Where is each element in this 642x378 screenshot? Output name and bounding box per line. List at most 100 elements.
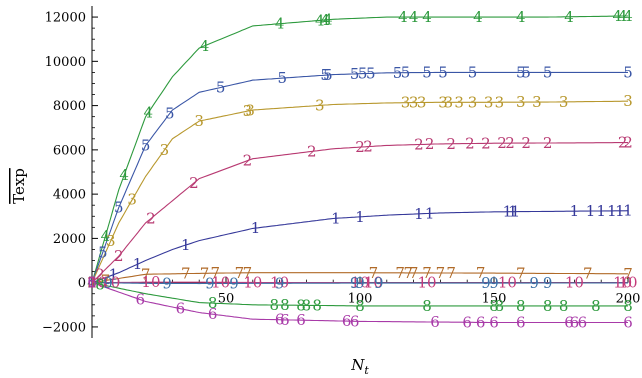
data-point-label-5: 5 [516,63,526,81]
data-point-label-3: 3 [106,232,116,250]
data-point-label-10: 10 [141,273,160,291]
data-point-label-8: 8 [269,296,279,314]
data-point-label-4: 4 [323,11,333,29]
data-point-label-10: 10 [618,274,637,292]
data-point-label-8: 8 [302,296,312,314]
data-point-label-7: 7 [476,264,486,282]
data-point-label-1: 1 [87,274,97,292]
data-point-label-5: 5 [468,63,478,81]
data-point-label-6: 6 [275,311,285,329]
y-tick-label: 0 [78,276,86,291]
data-point-label-5: 5 [216,78,226,96]
data-point-label-3: 3 [438,93,448,111]
data-point-label-9: 9 [350,274,360,292]
data-point-label-8: 8 [516,297,526,315]
data-point-label-7: 7 [436,264,446,282]
data-point-label-7: 7 [409,264,419,282]
data-point-label-1: 1 [181,236,191,254]
data-point-label-10: 10 [243,273,262,291]
data-point-label-1: 1 [425,204,435,222]
axis-titles: Texp Nt [10,168,369,377]
y-tick-label: −2000 [42,320,86,335]
y-tick-label: 2000 [53,232,86,247]
data-point-label-3: 3 [243,102,253,120]
y-tick-label: 8000 [53,99,86,114]
data-point-label-1: 1 [607,202,617,220]
data-point-label-7: 7 [369,264,379,282]
data-point-label-5: 5 [98,244,108,262]
data-point-label-1: 1 [331,209,341,227]
data-point-label-9: 9 [103,274,113,292]
data-point-label-1: 1 [623,202,633,220]
data-point-label-1: 1 [355,208,365,226]
data-point-label-5: 5 [623,63,633,81]
data-point-label-5: 5 [543,63,553,81]
data-point-label-2: 2 [623,134,633,152]
data-point-label-5: 5 [114,198,124,216]
data-point-label-3: 3 [409,94,419,112]
data-point-label-9: 9 [162,274,172,292]
data-point-label-1: 1 [503,203,513,221]
data-point-label-10: 10 [101,274,120,292]
data-point-label-6: 6 [135,291,145,309]
data-point-label-7: 7 [181,265,191,283]
data-point-label-4: 4 [422,8,432,26]
data-point-label-2: 2 [497,134,507,152]
data-point-label-5: 5 [278,69,288,87]
data-point-label-4: 4 [101,227,111,245]
series-lines [91,15,629,324]
data-point-label-10: 10 [565,274,584,292]
x-tick-label: 100 [348,292,373,307]
data-point-label-5: 5 [87,274,97,292]
data-point-label-2: 2 [414,136,424,154]
data-point-label-2: 2 [363,138,373,156]
data-point-label-10: 10 [350,274,369,292]
data-point-label-2: 2 [307,142,317,160]
data-point-label-1: 1 [109,266,119,284]
data-point-label-8: 8 [355,297,365,315]
axes: −2000 0 2000 4000 6000 8000 10000 12000 50 100 150… [42,6,640,338]
series-line-7 [91,272,628,284]
data-point-label-3: 3 [484,93,494,111]
data-point-label-8: 8 [489,297,499,315]
data-point-label-3: 3 [194,112,204,130]
data-point-label-9: 9 [374,274,384,292]
data-point-label-4: 4 [473,8,483,26]
data-point-label-3: 3 [444,93,454,111]
y-tick-label: 10000 [45,55,86,70]
data-point-label-3: 3 [495,93,505,111]
data-point-label-8: 8 [543,297,553,315]
data-point-label-2: 2 [543,134,553,152]
data-point-label-5: 5 [165,105,175,123]
data-point-label-1: 1 [508,203,518,221]
data-point-label-5: 5 [422,64,432,82]
data-point-label-8: 8 [495,297,505,315]
data-point-label-1: 1 [615,202,625,220]
data-point-label-4: 4 [564,8,574,26]
data-point-label-5: 5 [521,63,531,81]
data-point-label-10: 10 [613,274,632,292]
data-point-label-1: 1 [414,205,424,223]
series-line-8 [91,282,628,307]
data-point-label-9: 9 [489,274,499,292]
data-point-label-3: 3 [127,191,137,209]
data-point-label-8: 8 [591,297,601,315]
data-point-label-2: 2 [114,247,124,265]
data-point-label-3: 3 [245,102,255,120]
data-point-label-9: 9 [229,274,239,292]
data-point-label-6: 6 [350,312,360,330]
data-point-label-6: 6 [280,311,290,329]
data-point-label-3: 3 [532,93,542,111]
data-point-label-6: 6 [489,314,499,332]
data-point-label-1: 1 [586,202,596,220]
data-point-label-1: 1 [511,203,521,221]
series-line-4 [91,15,628,283]
data-point-label-8: 8 [280,296,290,314]
y-axis-label: Texp [10,168,28,204]
data-point-label-4: 4 [87,274,97,292]
y-tick-label: 4000 [53,188,86,203]
data-point-label-2: 2 [95,266,105,284]
x-tick-label: 150 [482,292,507,307]
y-tick-label: 12000 [45,11,86,26]
